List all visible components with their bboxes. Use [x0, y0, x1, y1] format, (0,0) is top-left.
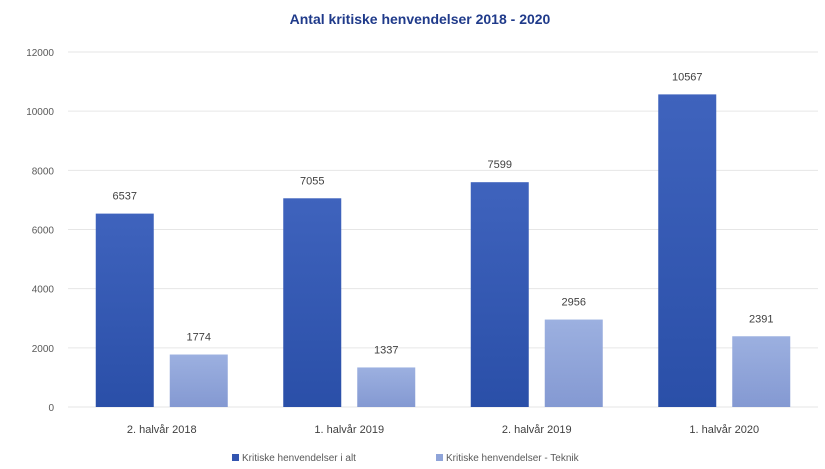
bar-total — [95, 213, 154, 407]
legend-label: Kritiske henvendelser - Teknik — [446, 453, 580, 464]
bar-teknik — [544, 319, 603, 407]
y-tick-label: 8000 — [32, 166, 55, 177]
data-label: 10567 — [672, 71, 703, 83]
bar-teknik — [732, 336, 791, 407]
y-axis: 0 2000 4000 6000 8000 10000 12000 — [26, 48, 54, 414]
y-tick-label: 6000 — [32, 226, 55, 237]
x-tick-label: 2. halvår 2019 — [502, 424, 572, 436]
y-tick-label: 2000 — [32, 344, 55, 355]
x-tick-label: 1. halvår 2020 — [689, 424, 759, 436]
legend: Kritiske henvendelser i alt Kritiske henv… — [232, 453, 580, 464]
y-tick-label: 10000 — [26, 107, 54, 118]
data-label: 2391 — [749, 313, 773, 325]
bar-total — [283, 198, 342, 407]
bar-total — [470, 182, 529, 407]
data-label: 7599 — [488, 159, 512, 171]
x-tick-label: 2. halvår 2018 — [127, 424, 197, 436]
bar-teknik — [357, 367, 416, 407]
data-label: 6537 — [113, 191, 137, 203]
y-tick-label: 0 — [48, 403, 54, 414]
data-label: 7055 — [300, 175, 324, 187]
legend-swatch — [232, 454, 239, 461]
bars — [95, 94, 791, 407]
legend-label: Kritiske henvendelser i alt — [242, 453, 356, 464]
data-label: 2956 — [562, 297, 586, 309]
bar-total — [658, 94, 717, 407]
data-label: 1337 — [374, 344, 398, 356]
data-label: 1774 — [187, 332, 211, 344]
x-tick-label: 1. halvår 2019 — [314, 424, 384, 436]
legend-swatch — [436, 454, 443, 461]
x-axis: 2. halvår 2018 1. halvår 2019 2. halvår 20… — [127, 424, 759, 436]
bar-teknik — [169, 354, 228, 407]
y-tick-label: 12000 — [26, 48, 54, 59]
gridlines — [68, 51, 818, 408]
chart-title: Antal kritiske henvendelser 2018 - 2020 — [290, 11, 551, 27]
data-labels: 6537 1774 7055 1337 7599 2956 10567 2391 — [113, 71, 774, 356]
y-tick-label: 4000 — [32, 285, 55, 296]
